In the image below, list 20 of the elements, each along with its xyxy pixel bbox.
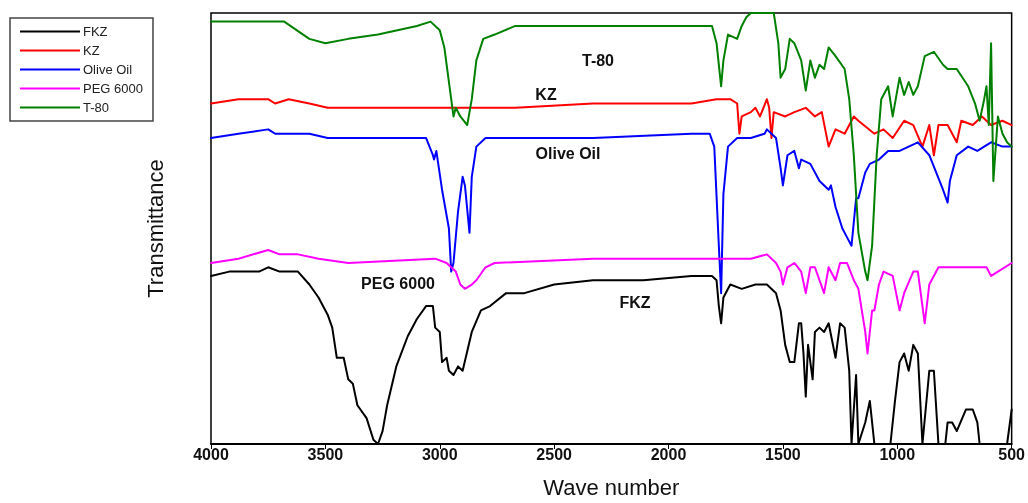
x-tick-label: 500 bbox=[998, 445, 1026, 463]
annotation: KZ bbox=[535, 85, 557, 103]
x-tick-label: 2000 bbox=[650, 445, 687, 463]
x-tick-label: 1000 bbox=[879, 445, 916, 463]
legend-label: Olive Oil bbox=[83, 62, 133, 77]
annotation: FKZ bbox=[619, 293, 651, 311]
annotation: T-80 bbox=[581, 51, 615, 69]
x-tick-label: 2500 bbox=[536, 445, 573, 463]
x-tick-label: 4000 bbox=[193, 445, 229, 463]
legend-label: KZ bbox=[83, 43, 100, 58]
legend-label: T-80 bbox=[83, 100, 110, 115]
y-axis-title: Transmittance bbox=[142, 159, 168, 298]
x-tick-label: 3000 bbox=[421, 445, 458, 463]
x-tick-label: 1500 bbox=[765, 445, 801, 463]
x-tick-label: 3500 bbox=[307, 445, 344, 463]
legend-label: PEG 6000 bbox=[83, 81, 143, 96]
annotation: Olive Oil bbox=[535, 144, 601, 162]
annotation: PEG 6000 bbox=[361, 274, 436, 292]
legend-label: FKZ bbox=[83, 24, 108, 39]
x-axis-title: Wave number bbox=[543, 474, 680, 500]
